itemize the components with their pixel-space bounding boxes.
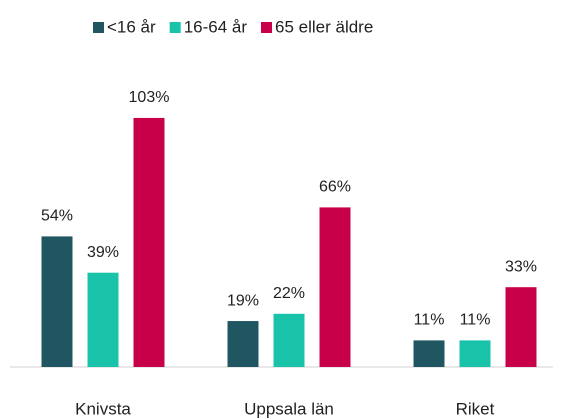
bar xyxy=(133,117,165,367)
data-label: 39% xyxy=(87,244,119,261)
data-label: 103% xyxy=(129,89,170,106)
data-label: 19% xyxy=(227,292,259,309)
bar xyxy=(41,236,73,367)
legend-label: 16-64 år xyxy=(184,17,248,36)
data-label: 66% xyxy=(319,179,351,196)
data-label: 22% xyxy=(273,285,305,302)
bar xyxy=(459,340,491,367)
data-label: 11% xyxy=(414,312,445,329)
legend-swatch xyxy=(261,22,273,33)
bar xyxy=(319,207,351,367)
x-tick-label: Uppsala län xyxy=(244,399,334,418)
bar xyxy=(227,321,259,367)
data-label: 11% xyxy=(460,312,491,329)
bar xyxy=(87,272,119,367)
bar xyxy=(273,313,305,367)
x-tick-label: Riket xyxy=(456,399,495,418)
bar xyxy=(413,340,445,367)
legend-swatch xyxy=(169,22,181,33)
legend-swatch xyxy=(93,22,104,33)
data-label: 54% xyxy=(41,208,73,225)
legend-label: 65 eller äldre xyxy=(275,17,373,36)
data-label: 33% xyxy=(505,258,537,275)
bar xyxy=(505,287,537,367)
legend-label: <16 år xyxy=(107,17,156,36)
x-tick-label: Knivsta xyxy=(75,399,131,418)
